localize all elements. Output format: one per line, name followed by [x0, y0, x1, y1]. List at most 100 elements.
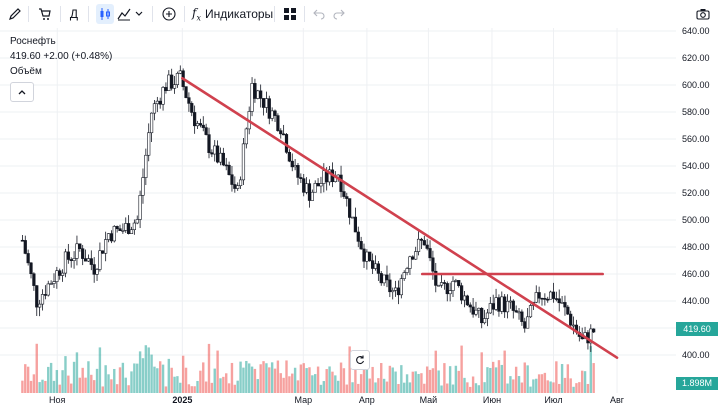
- volume-bar: [158, 361, 162, 393]
- volume-bar: [184, 367, 188, 393]
- volume-bar: [428, 369, 432, 393]
- time-tick-label: Июн: [482, 395, 502, 405]
- volume-bar: [491, 361, 495, 393]
- candle-body: [69, 259, 73, 261]
- volume-bar: [460, 345, 463, 393]
- volume-bar: [578, 382, 581, 393]
- candle-body: [78, 243, 82, 249]
- volume-bar: [546, 380, 549, 393]
- time-tick-label: 2025: [172, 395, 193, 405]
- candles-icon[interactable]: [96, 4, 114, 24]
- candle-body: [236, 185, 240, 189]
- candle-body: [526, 316, 530, 329]
- candle-body: [144, 154, 148, 178]
- candle-body: [118, 228, 122, 231]
- volume-bar: [334, 375, 337, 393]
- time-tick-label: Мар: [294, 395, 313, 405]
- candle-body: [546, 298, 550, 301]
- volume-bar: [230, 362, 234, 393]
- candle-body: [462, 295, 467, 301]
- redo-icon[interactable]: [332, 4, 346, 24]
- candle-body: [149, 112, 154, 134]
- pencil-icon[interactable]: [6, 4, 24, 24]
- time-tick-label: Июл: [544, 395, 563, 405]
- volume-bar: [236, 380, 239, 393]
- candle-body: [259, 90, 263, 99]
- time-axis[interactable]: Ноя 2025 Мар Апр Май Июн Июл Авг: [0, 393, 720, 407]
- undo-icon[interactable]: [312, 4, 326, 24]
- volume-bar: [328, 366, 331, 393]
- candle-body: [396, 287, 401, 296]
- price-axis[interactable]: 640.00 620.00 600.00 580.00 560.00 540.00 520.…: [676, 26, 720, 393]
- candle-body: [422, 240, 426, 246]
- price-chart[interactable]: [0, 28, 676, 393]
- volume-bar: [173, 376, 176, 393]
- volume-bar: [319, 384, 323, 393]
- volume-bar: [359, 374, 363, 393]
- volume-bar: [316, 366, 320, 393]
- candle-body: [213, 145, 217, 155]
- candle-body: [465, 295, 469, 306]
- volume-bar: [84, 377, 87, 393]
- volume-bar: [391, 367, 394, 393]
- volume-bar: [446, 383, 449, 393]
- candle-body: [350, 216, 355, 219]
- camera-icon[interactable]: [694, 4, 712, 24]
- candle-body: [121, 230, 125, 232]
- volume-bar: [265, 363, 268, 393]
- volume-bar: [107, 374, 110, 393]
- candle-body: [494, 297, 498, 310]
- volume-bar: [92, 380, 96, 393]
- candle-body: [362, 248, 366, 262]
- candle-body: [164, 87, 168, 91]
- candle-body: [155, 100, 159, 105]
- interval-button[interactable]: Д: [69, 7, 79, 21]
- time-tick-label: Апр: [358, 395, 375, 405]
- volume-bar: [302, 363, 305, 393]
- volume-bar: [181, 355, 185, 393]
- cart-icon[interactable]: [36, 4, 54, 24]
- volume-bar: [382, 378, 386, 393]
- candle-body: [471, 306, 475, 315]
- volume-bar: [293, 367, 297, 393]
- candle-body: [391, 290, 395, 293]
- candle-body: [204, 127, 208, 135]
- candle-body: [310, 191, 314, 201]
- volume-bar: [500, 364, 504, 393]
- candle-body: [382, 274, 386, 284]
- candle-body: [342, 191, 346, 197]
- volume-bar: [156, 368, 159, 393]
- volume-bar: [21, 380, 24, 393]
- volume-bar: [225, 373, 228, 393]
- candle-body: [454, 280, 458, 282]
- add-icon[interactable]: [160, 4, 178, 24]
- layout-grid-icon[interactable]: [282, 4, 298, 24]
- candle-body: [468, 304, 472, 308]
- candle-body: [207, 134, 211, 153]
- candle-body: [72, 258, 76, 261]
- volume-bar: [448, 366, 452, 393]
- candle-body: [279, 130, 283, 135]
- volume-bar: [351, 382, 354, 393]
- collapse-legend-button[interactable]: [10, 82, 34, 102]
- volume-bar: [279, 373, 282, 393]
- volume-bar: [253, 368, 257, 393]
- top-toolbar: Д fx Индикаторы: [0, 0, 720, 28]
- volume-bar: [520, 382, 524, 393]
- indicators-label: Индикаторы: [204, 7, 274, 21]
- reset-icon[interactable]: [350, 350, 370, 370]
- volume-bar: [420, 373, 423, 393]
- volume-bar: [161, 364, 165, 393]
- chart-type-icon[interactable]: [116, 4, 132, 24]
- indicators-button[interactable]: fx Индикаторы: [192, 4, 273, 24]
- candle-body: [63, 251, 68, 274]
- volume-bar: [322, 381, 326, 393]
- candle-body: [83, 258, 88, 262]
- candle-body: [457, 280, 461, 286]
- price-tick-label: 460.00: [682, 269, 710, 279]
- candle-body: [508, 300, 513, 303]
- volume-bar: [133, 363, 136, 393]
- volume-bar: [540, 374, 544, 393]
- chevron-down-icon[interactable]: [134, 4, 144, 24]
- volume-bar: [250, 366, 254, 393]
